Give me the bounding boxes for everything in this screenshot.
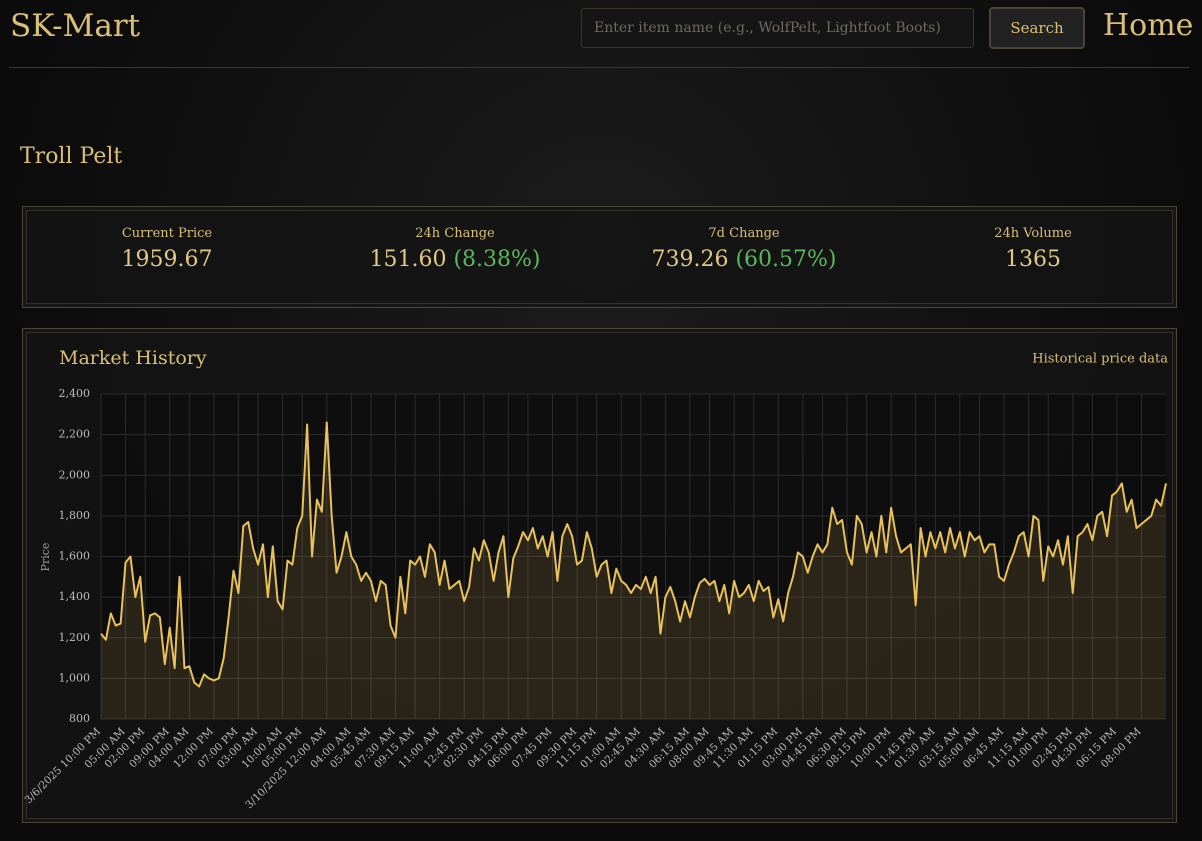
- y-axis-label: Price: [39, 543, 52, 572]
- stat-label: 24h Volume: [994, 226, 1072, 241]
- y-tick-label: 1,000: [59, 671, 91, 684]
- stat-value-row: 151.60 (8.38%): [311, 247, 599, 272]
- line: [100, 421, 1167, 688]
- y-tick-label: 2,000: [59, 468, 91, 481]
- stat-percent: (8.38%): [453, 247, 541, 272]
- stat: 24h Change 151.60 (8.38%): [311, 226, 599, 272]
- stat-value-row: 1959.67: [23, 247, 311, 272]
- chart-panel: [22, 328, 1177, 823]
- stat: Current Price 1959.67: [23, 226, 311, 272]
- item-title: Troll Pelt: [20, 144, 123, 169]
- chart-title: Market History: [59, 347, 207, 369]
- stat-value: 1959.67: [121, 247, 213, 272]
- y-tick-label: 1,800: [59, 509, 91, 522]
- y-tick-label: 800: [69, 712, 90, 725]
- header-rule: [9, 67, 1189, 68]
- y-tick-label: 1,200: [59, 631, 91, 644]
- search-button[interactable]: Search: [989, 7, 1085, 49]
- stats-panel: Current Price 1959.67 24h Change 151.60 (8.…: [22, 206, 1177, 308]
- stat-value: 739.26: [651, 247, 729, 272]
- stat: 7d Change 739.26 (60.57%): [600, 226, 888, 272]
- stat-label: Current Price: [121, 226, 213, 241]
- home-link[interactable]: Home: [1103, 8, 1194, 43]
- search-input[interactable]: Enter item name (e.g., WolfPelt, Lightfo…: [581, 8, 974, 48]
- y-tick-label: 1,600: [59, 550, 91, 563]
- stat-value: 151.60: [369, 247, 447, 272]
- y-tick-label: 2,400: [59, 387, 91, 400]
- stat-value-row: 739.26 (60.57%): [600, 247, 888, 272]
- y-tick-label: 2,200: [59, 428, 91, 441]
- stat-percent: (60.57%): [735, 247, 837, 272]
- y-tick-label: 1,400: [59, 590, 91, 603]
- area: [101, 422, 1166, 719]
- chart-subtitle: Historical price data: [1032, 352, 1168, 367]
- stat-label: 24h Change: [415, 226, 495, 241]
- stat-value-row: 1365: [889, 247, 1177, 272]
- brand[interactable]: SK-Mart: [10, 8, 141, 44]
- stat-label: 7d Change: [708, 226, 780, 241]
- stat-value: 1365: [1005, 247, 1061, 272]
- stat: 24h Volume 1365: [889, 226, 1177, 272]
